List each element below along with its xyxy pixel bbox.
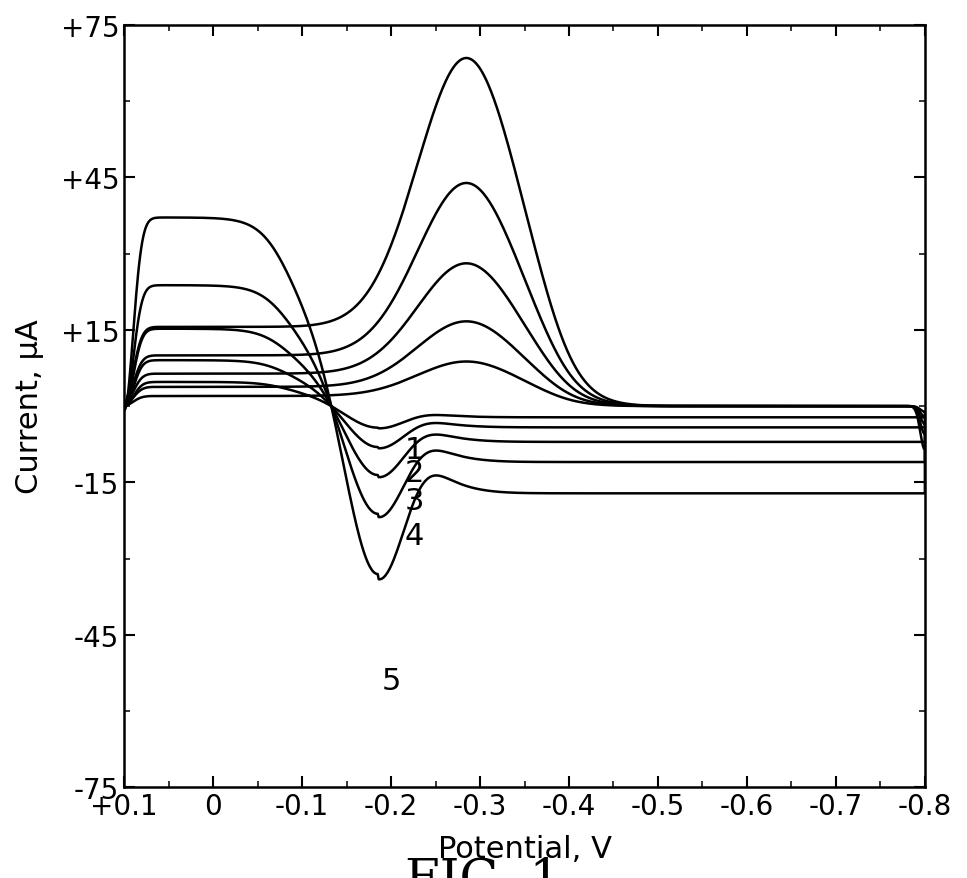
Text: 5: 5 (382, 666, 401, 695)
X-axis label: Potential, V: Potential, V (437, 834, 611, 863)
Y-axis label: Current, μA: Current, μA (15, 320, 44, 494)
Text: 1: 1 (404, 435, 424, 464)
Text: 2: 2 (404, 458, 424, 487)
Text: 4: 4 (404, 522, 424, 551)
Text: 3: 3 (404, 486, 424, 515)
Text: FIG. 1: FIG. 1 (405, 855, 562, 878)
